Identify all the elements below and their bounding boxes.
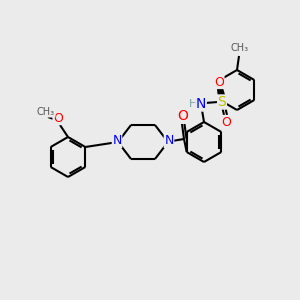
Text: O: O (178, 109, 188, 123)
Text: H: H (189, 99, 197, 109)
Text: O: O (53, 112, 63, 124)
Text: N: N (112, 134, 122, 148)
Text: O: O (214, 76, 224, 88)
Text: S: S (218, 95, 226, 109)
Text: O: O (221, 116, 231, 128)
Text: CH₃: CH₃ (231, 43, 249, 53)
Text: CH₃: CH₃ (37, 107, 55, 117)
Text: N: N (164, 134, 174, 148)
Text: N: N (196, 97, 206, 111)
